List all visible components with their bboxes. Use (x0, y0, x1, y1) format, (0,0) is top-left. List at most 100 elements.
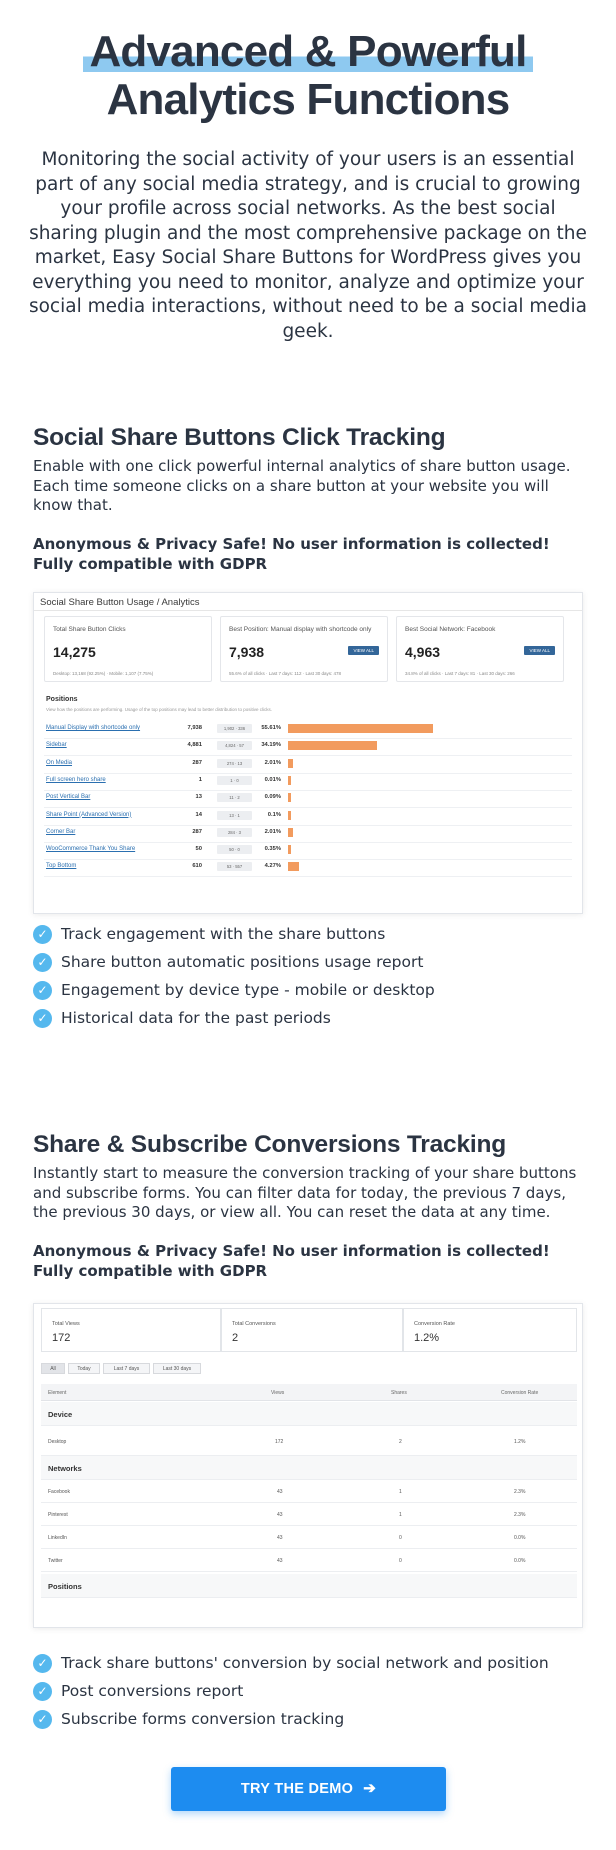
position-name-link[interactable]: On Media (46, 759, 73, 766)
position-row: WooCommerce Thank You Share 50 50 · 0 0.35% (44, 840, 572, 861)
table-row: Twitter 43 0 0.0% (41, 1549, 577, 1572)
position-row: Sidebar 4,881 4,824 · 57 34.19% (44, 736, 572, 757)
table-row: LinkedIn 43 0 0.0% (41, 1526, 577, 1549)
hero-description: Monitoring the social activity of your u… (28, 149, 588, 342)
filter-tab-today[interactable]: Today (68, 1363, 100, 1374)
stat-card-sub: 55.6% of all clicks · Last 7 days: 112 ·… (229, 671, 341, 676)
position-percent-bar (288, 810, 291, 820)
position-name-link[interactable]: Sidebar (46, 742, 67, 749)
position-clicks: 4,881 (187, 742, 202, 749)
position-percent: 55.61% (261, 725, 281, 731)
try-the-demo-button[interactable]: TRY THE DEMO ➔ (171, 1767, 446, 1811)
analytics-screenshot: Social Share Button Usage / Analytics To… (33, 592, 583, 914)
position-clicks: 1 (198, 776, 202, 783)
position-row: On Media 287 274 · 13 2.01% (44, 754, 572, 774)
check-circle-icon: ✓ (33, 953, 52, 972)
position-row: Corner Bar 287 284 · 3 2.01% (44, 823, 572, 843)
position-percent: 2.01% (264, 828, 281, 835)
position-clicks: 287 (192, 828, 202, 835)
position-percent: 0.01% (264, 776, 281, 783)
divider (34, 610, 582, 611)
view-all-button[interactable]: VIEW ALL (524, 646, 555, 655)
filter-tab-all[interactable]: All (41, 1363, 65, 1374)
cta-label: TRY THE DEMO (240, 1781, 354, 1797)
conversions-feature-list: ✓ Track share buttons' conversion by soci… (33, 1653, 549, 1737)
position-device-split: 11 · 2 (217, 793, 252, 803)
analytics-header: Social Share Button Usage / Analytics (40, 597, 200, 608)
position-percent-bar (288, 862, 300, 872)
position-percent-bar (288, 724, 433, 733)
position-percent: 2.01% (264, 759, 281, 766)
stat-card-best-position: Best Position: Manual display with short… (220, 616, 388, 682)
position-percent: 4.27% (264, 863, 281, 870)
group-device: Device (41, 1402, 577, 1426)
privacy-line-2: Fully compatible with GDPR (33, 554, 268, 573)
position-name-link[interactable]: Full screen hero share (46, 776, 106, 783)
hero-title: Advanced & Powerful Analytics Functions (0, 27, 616, 124)
position-device-split: 13 · 1 (217, 810, 252, 820)
position-row: Share Point (Advanced Version) 14 13 · 1 0.… (44, 806, 572, 826)
position-percent-bar (288, 827, 294, 837)
stat-card-value: 7,938 (229, 644, 265, 660)
position-name-link[interactable]: Corner Bar (46, 828, 76, 835)
position-clicks: 610 (192, 863, 202, 870)
table-row: Facebook 43 1 2.3% (41, 1480, 577, 1503)
position-clicks: 14 (195, 811, 202, 818)
filter-tab-last-30-days[interactable]: Last 30 days (153, 1363, 201, 1374)
column-conversion-rate: Conversion Rate (501, 1390, 539, 1396)
stat-card-label: Best Position: Manual display with short… (229, 626, 372, 633)
column-element: Element (48, 1390, 67, 1396)
click-tracking-description: Enable with one click powerful internal … (33, 457, 571, 514)
summary-conversion-rate: Conversion Rate 1.2% (403, 1308, 577, 1352)
stat-card-best-network: Best Social Network: Facebook 4,963 VIEW… (396, 616, 564, 682)
feature-item: ✓ Engagement by device type - mobile or d… (33, 980, 435, 1008)
position-device-split: 50 · 0 (217, 845, 252, 855)
click-tracking-privacy: Anonymous & Privacy Safe! No user inform… (33, 535, 589, 574)
stat-card-sub: 34.8% of all clicks · Last 7 days: 81 · … (405, 671, 515, 676)
view-all-button[interactable]: VIEW ALL (348, 646, 379, 655)
position-percent-bar (288, 775, 291, 785)
position-name-link[interactable]: Share Point (Advanced Version) (46, 811, 132, 818)
position-clicks: 287 (192, 759, 202, 766)
check-circle-icon: ✓ (33, 981, 52, 1000)
position-device-split: 274 · 13 (217, 758, 252, 768)
hero-title-line1: Advanced & Powerful (83, 27, 533, 76)
position-name-link[interactable]: Post Vertical Bar (46, 794, 91, 801)
privacy-line-1: Anonymous & Privacy Safe! No user inform… (33, 1242, 550, 1260)
position-name-link[interactable]: Manual Display with shortcode only (46, 725, 141, 731)
click-tracking-title: Social Share Buttons Click Tracking (33, 424, 446, 451)
position-device-split: 53 · 557 (217, 862, 252, 872)
position-row: Top Bottom 610 53 · 557 4.27% (44, 857, 572, 878)
position-percent: 0.09% (264, 794, 281, 801)
click-tracking-feature-list: ✓ Track engagement with the share buttons… (33, 924, 435, 1036)
summary-total-views: Total Views 172 (41, 1308, 221, 1352)
positions-description: View how the positions are performing. U… (46, 707, 273, 712)
column-shares: Shares (391, 1390, 407, 1396)
stat-card-label: Best Social Network: Facebook (405, 626, 496, 633)
position-percent: 0.1% (267, 811, 281, 818)
feature-item: ✓ Track engagement with the share buttons (33, 924, 435, 952)
hero-title-line2: Analytics Functions (106, 75, 511, 124)
position-row: Manual Display with shortcode only 7,938 1… (44, 719, 572, 739)
position-percent-bar (288, 845, 291, 855)
position-percent-bar (288, 758, 294, 768)
position-percent: 34.19% (261, 742, 281, 749)
position-device-split: 4,824 · 57 (217, 741, 252, 751)
stat-card-label: Total Share Button Clicks (53, 626, 126, 633)
feature-item: ✓ Subscribe forms conversion tracking (33, 1709, 549, 1737)
group-networks: Networks (41, 1456, 577, 1480)
position-percent-bar (288, 793, 291, 803)
summary-total-conversions: Total Conversions 2 (221, 1308, 403, 1352)
position-device-split: 284 · 3 (217, 827, 252, 837)
feature-item: ✓ Historical data for the past periods (33, 1008, 435, 1036)
check-circle-icon: ✓ (33, 1009, 52, 1028)
position-clicks: 7,938 (187, 725, 202, 731)
position-row: Post Vertical Bar 13 11 · 2 0.09% (44, 788, 572, 809)
position-name-link[interactable]: Top Bottom (46, 863, 77, 870)
conversions-description: Instantly start to measure the conversio… (33, 1164, 577, 1221)
position-clicks: 13 (195, 794, 202, 801)
conversions-title: Share & Subscribe Conversions Tracking (33, 1131, 507, 1158)
privacy-line-2: Fully compatible with GDPR (33, 1261, 268, 1280)
filter-tab-last-7-days[interactable]: Last 7 days (103, 1363, 150, 1374)
position-name-link[interactable]: WooCommerce Thank You Share (46, 846, 136, 853)
